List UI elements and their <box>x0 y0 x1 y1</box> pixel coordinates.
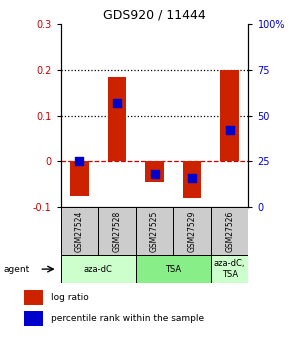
Text: aza-dC,
TSA: aza-dC, TSA <box>214 259 245 279</box>
Title: GDS920 / 11444: GDS920 / 11444 <box>103 9 206 22</box>
Text: GSM27528: GSM27528 <box>112 210 122 252</box>
Bar <box>183 161 201 198</box>
Text: GSM27526: GSM27526 <box>225 210 234 252</box>
FancyBboxPatch shape <box>136 255 211 283</box>
Text: GSM27529: GSM27529 <box>188 210 197 252</box>
FancyBboxPatch shape <box>211 207 248 255</box>
Bar <box>24 290 43 305</box>
Point <box>152 171 157 177</box>
Text: log ratio: log ratio <box>51 294 89 303</box>
FancyBboxPatch shape <box>136 207 173 255</box>
Bar <box>145 161 164 182</box>
Point <box>227 127 232 133</box>
FancyBboxPatch shape <box>61 255 136 283</box>
Text: GSM27524: GSM27524 <box>75 210 84 252</box>
Text: TSA: TSA <box>165 265 181 274</box>
Text: agent: agent <box>3 265 29 274</box>
Bar <box>70 161 89 196</box>
Bar <box>108 77 126 161</box>
Point <box>77 159 82 164</box>
Text: GSM27525: GSM27525 <box>150 210 159 252</box>
Text: aza-dC: aza-dC <box>84 265 113 274</box>
Point <box>190 175 195 180</box>
FancyBboxPatch shape <box>61 207 98 255</box>
FancyBboxPatch shape <box>173 207 211 255</box>
Bar <box>220 70 239 161</box>
Point <box>115 100 119 106</box>
Bar <box>24 311 43 326</box>
Text: percentile rank within the sample: percentile rank within the sample <box>51 314 204 323</box>
FancyBboxPatch shape <box>98 207 136 255</box>
FancyBboxPatch shape <box>211 255 248 283</box>
